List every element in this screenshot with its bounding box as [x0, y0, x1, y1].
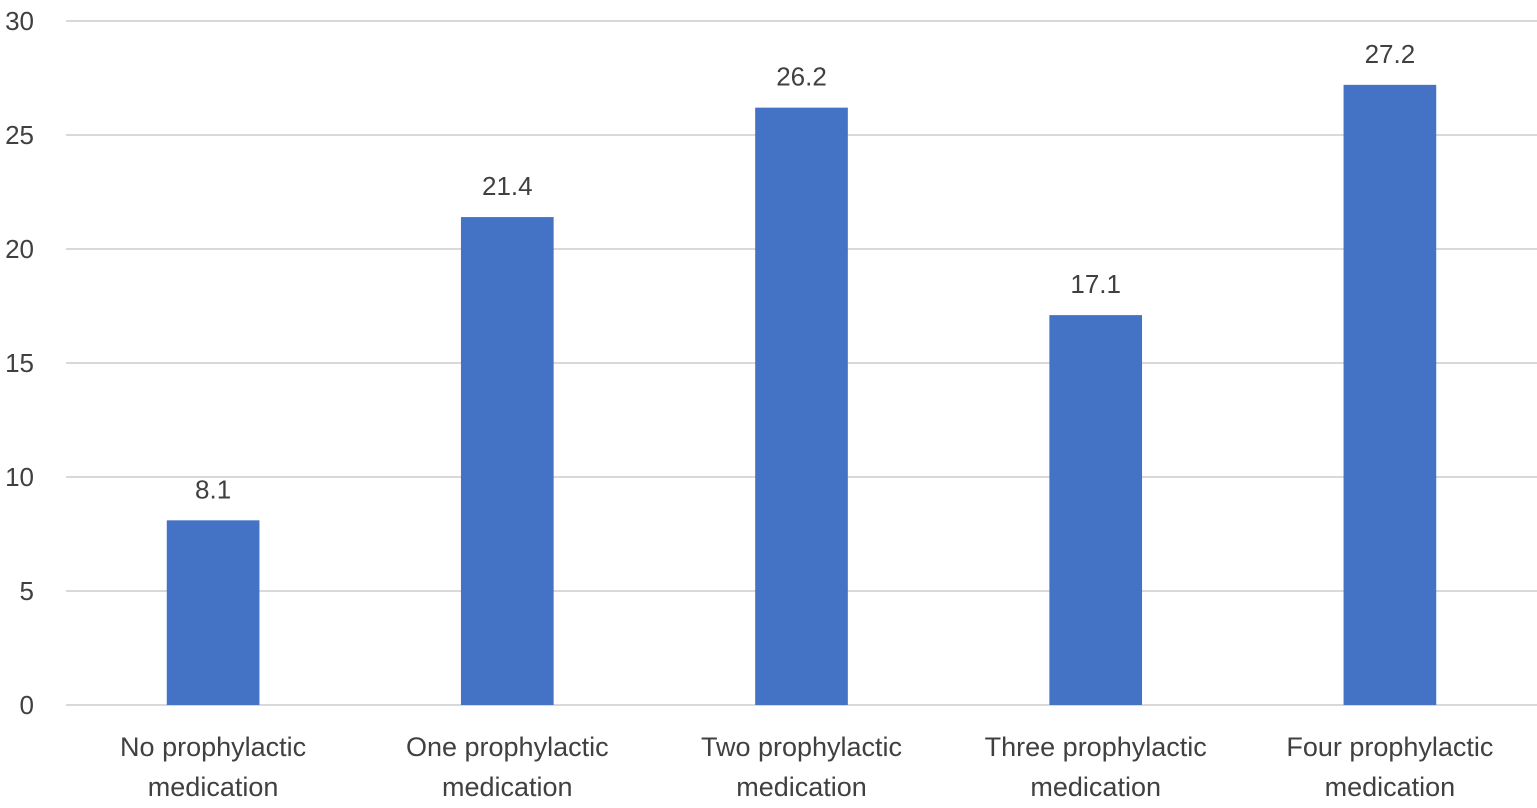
bar: [1049, 315, 1143, 705]
bars: [166, 84, 1437, 706]
y-axis: 0 5 10 15 20 25 30: [5, 6, 34, 720]
x-tick-label-line: medication: [736, 772, 867, 802]
x-tick-label-line: No prophylactic: [120, 732, 306, 762]
x-tick-label: No prophylactic medication: [120, 732, 306, 802]
y-tick-label: 5: [20, 576, 34, 606]
x-tick-label-line: Three prophylactic: [985, 732, 1207, 762]
data-label: 17.1: [1070, 269, 1121, 299]
bar: [755, 107, 848, 705]
y-tick-label: 30: [5, 6, 34, 36]
data-label: 8.1: [195, 474, 231, 504]
x-tick-label-line: medication: [1030, 772, 1161, 802]
x-tick-label-line: Four prophylactic: [1286, 732, 1493, 762]
y-tick-label: 0: [20, 690, 34, 720]
x-tick-label-line: medication: [1325, 772, 1456, 802]
y-tick-label: 10: [5, 462, 34, 492]
y-tick-label: 25: [5, 120, 34, 150]
x-tick-label-line: Two prophylactic: [701, 732, 902, 762]
x-tick-label-line: medication: [148, 772, 279, 802]
x-tick-label: Three prophylactic medication: [985, 732, 1207, 802]
x-tick-label: Four prophylactic medication: [1286, 732, 1493, 802]
data-label: 26.2: [776, 62, 827, 92]
y-tick-label: 20: [5, 234, 34, 264]
x-tick-label-line: medication: [442, 772, 573, 802]
bar: [460, 217, 554, 705]
x-tick-label: One prophylactic medication: [406, 732, 609, 802]
y-tick-label: 15: [5, 348, 34, 378]
bar: [1343, 84, 1437, 706]
data-labels: 8.1 21.4 26.2 17.1 27.2: [195, 39, 1415, 504]
data-label: 21.4: [482, 171, 533, 201]
bar: [166, 520, 260, 705]
x-tick-label: Two prophylactic medication: [701, 732, 902, 802]
data-label: 27.2: [1365, 39, 1416, 69]
x-tick-label-line: One prophylactic: [406, 732, 609, 762]
